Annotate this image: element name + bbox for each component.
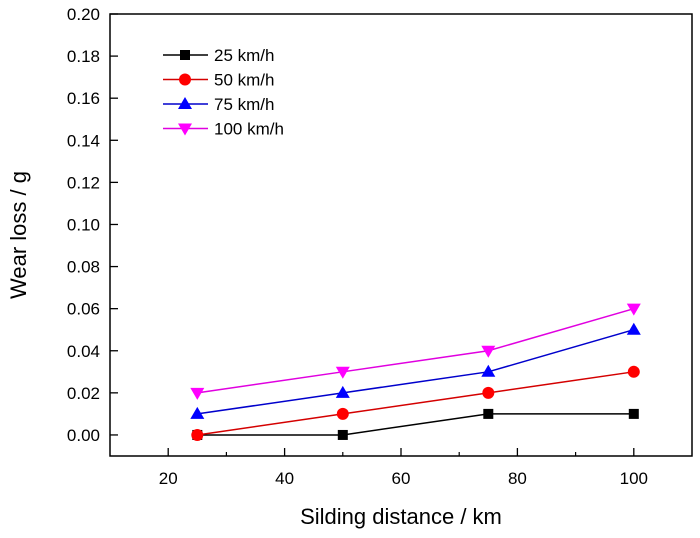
data-point [628,408,639,419]
legend-item: 50 km/h [163,71,274,90]
y-tick-label: 0.02 [67,384,100,403]
y-tick-label: 0.16 [67,89,100,108]
data-point [481,364,496,377]
series-line [197,413,634,436]
legend-label: 75 km/h [214,95,274,114]
legend: 25 km/h 50 km/h 75 km/h 100 km/h [163,46,284,139]
series-line [197,328,635,415]
legend-marker [178,123,192,136]
legend-label: 25 km/h [214,46,274,65]
data-point [483,408,494,419]
data-point [190,387,205,400]
y-tick-label: 0.14 [67,131,100,150]
data-point [336,407,349,420]
y-tick-label: 0.12 [67,173,100,192]
legend-label: 100 km/h [214,120,284,139]
legend-item: 25 km/h [163,46,274,65]
x-tick-label: 20 [159,469,178,488]
series-100-km-h [190,303,641,400]
series-50-km-h [191,365,640,441]
legend-marker [180,50,190,60]
y-tick-label: 0.10 [67,215,100,234]
legend-label: 50 km/h [214,71,274,90]
y-tick-label: 0.20 [67,5,100,24]
legend-item: 75 km/h [163,95,274,114]
y-tick-label: 0.18 [67,47,100,66]
data-point [627,365,640,378]
axes: 20 40 60 80 100 0.00 0.02 0.04 0.06 0.08 0.10 0.12 0… [67,5,648,488]
data-point [191,428,204,441]
y-tick-label: 0.00 [67,426,100,445]
data-point [482,386,495,399]
series-25-km-h [192,408,639,440]
y-tick-label: 0.06 [67,300,100,319]
legend-marker [179,73,191,86]
series-line [197,307,635,394]
series-75-km-h [190,322,641,419]
legend-marker [178,97,192,109]
y-axis-label: Wear loss / g [6,171,31,299]
legend-item: 100 km/h [163,120,284,139]
x-tick-label: 100 [620,469,648,488]
x-tick-label: 80 [508,469,527,488]
plot-marks [190,303,641,441]
data-point [335,385,350,398]
data-point [626,322,641,335]
y-tick-label: 0.08 [67,258,100,277]
x-axis-label: Silding distance / km [300,504,502,529]
data-point [626,303,641,316]
data-point [335,366,350,379]
data-point [337,429,348,440]
data-point [190,406,205,419]
y-tick-label: 0.04 [67,342,100,361]
x-tick-label: 60 [392,469,411,488]
data-point [481,345,496,358]
x-tick-label: 40 [275,469,294,488]
series-line [197,371,634,436]
